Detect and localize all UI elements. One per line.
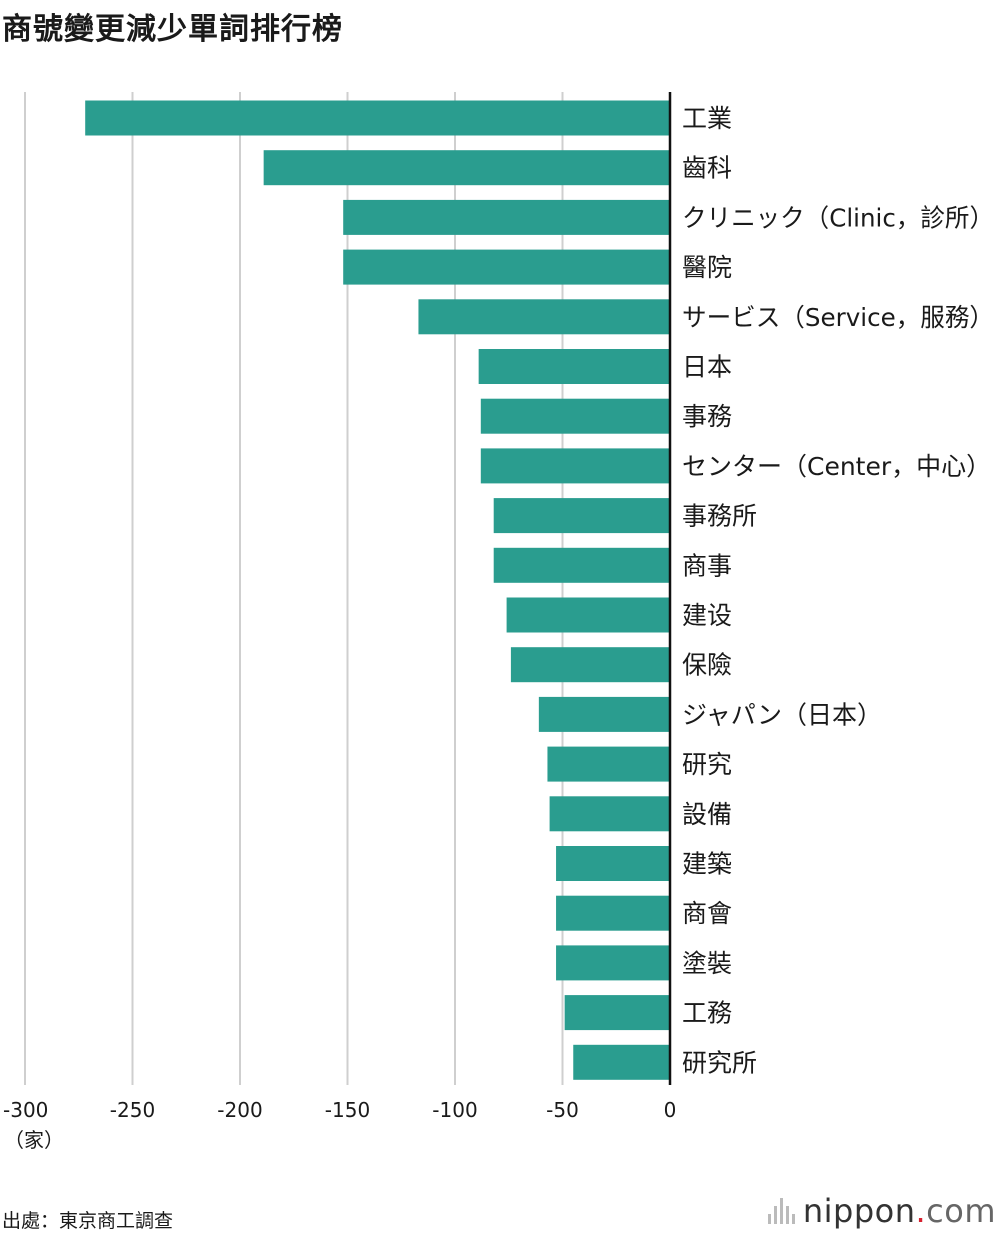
category-label: 保險 (682, 651, 732, 680)
category-label: ジャパン（日本） (682, 700, 882, 729)
bar (538, 696, 670, 732)
logo-dot: . (915, 1192, 927, 1230)
category-label: 商會 (682, 899, 732, 928)
x-tick-label: -50 (546, 1098, 579, 1122)
category-label: 工業 (682, 104, 732, 133)
bar (343, 199, 670, 235)
x-tick-labels: -300 -250 -200 -150 -100 -50 0 (3, 1098, 676, 1122)
category-label: 齒科 (682, 154, 732, 183)
bar (549, 796, 670, 832)
bar (493, 498, 670, 534)
category-label: クリニック（Clinic，診所） (682, 203, 994, 232)
x-tick-label: -250 (110, 1098, 155, 1122)
bar (556, 945, 670, 981)
bar (493, 547, 670, 583)
bar (343, 249, 670, 285)
bar (556, 846, 670, 881)
x-tick-label: -100 (432, 1098, 477, 1122)
bars (85, 100, 670, 1080)
logo-tld: com (926, 1192, 996, 1230)
unit-label: （家） (4, 1128, 64, 1152)
grid-lines (24, 92, 564, 1085)
bar (556, 895, 670, 931)
category-label: 事務 (682, 402, 732, 431)
category-label: 日本 (682, 353, 732, 382)
bar (510, 647, 670, 683)
x-tick-label: -200 (217, 1098, 262, 1122)
bar (564, 995, 670, 1031)
chart-title: 商號變更減少單詞排行榜 (2, 12, 343, 47)
category-label: 醫院 (682, 253, 732, 282)
bar (480, 448, 670, 484)
source-note: 出處：東京商工調查 (2, 1210, 174, 1232)
logo-mark-icon (767, 1198, 795, 1224)
bar (85, 100, 670, 136)
bar (573, 1044, 670, 1080)
category-label: センター（Center，中心） (682, 452, 991, 481)
bar (480, 398, 670, 434)
logo-name: nippon (802, 1192, 916, 1230)
bar (263, 150, 670, 186)
x-tick-label: 0 (664, 1098, 677, 1122)
bar (418, 299, 670, 335)
category-label: 工務 (682, 999, 732, 1028)
category-label: 商事 (682, 551, 732, 580)
category-label: 研究 (682, 750, 732, 779)
category-label: 事務所 (682, 502, 757, 531)
category-label: 建築 (682, 850, 732, 879)
x-tick-label: -150 (325, 1098, 370, 1122)
category-label: サービス（Service，服務） (682, 303, 994, 332)
bar (506, 597, 670, 633)
category-label: 建设 (682, 601, 732, 630)
category-label: 研究所 (682, 1048, 757, 1077)
category-label: 塗裝 (682, 949, 732, 978)
nippon-logo: nippon. com (767, 1192, 996, 1230)
category-label: 設備 (682, 800, 732, 829)
bar (547, 746, 670, 782)
bar (478, 349, 670, 384)
x-tick-label: -300 (3, 1098, 48, 1122)
